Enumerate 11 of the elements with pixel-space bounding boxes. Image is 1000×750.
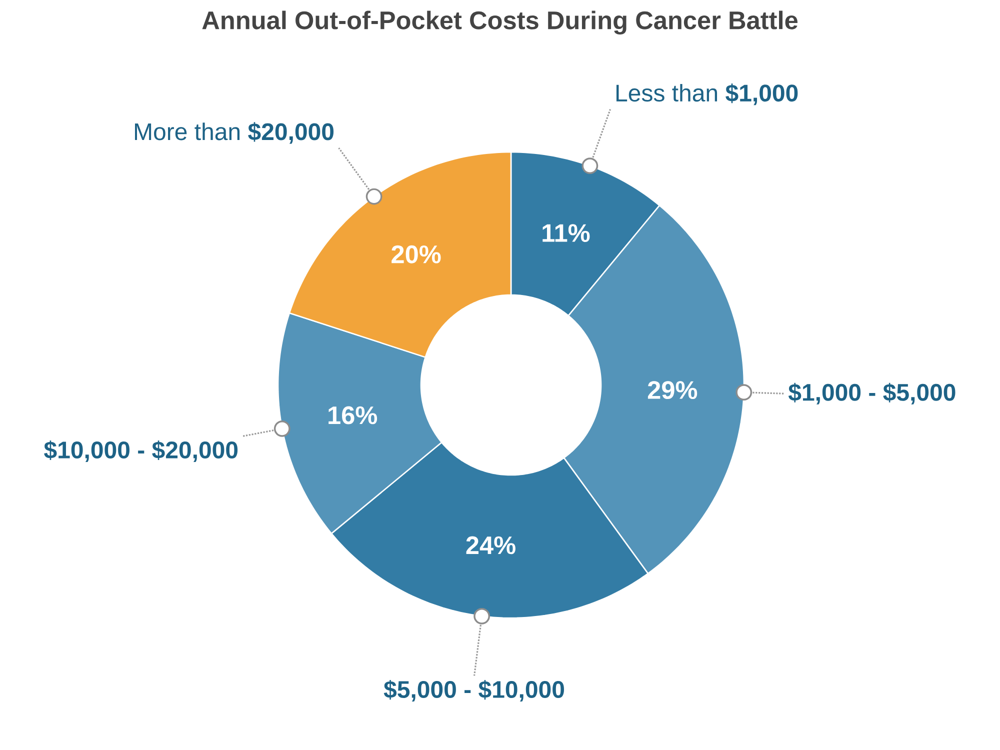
slice-label: $10,000 - $20,000 [44, 440, 238, 462]
slice-label: More than $20,000 [135, 122, 334, 144]
data-label: 16% [328, 406, 378, 424]
data-label: 24% [466, 536, 516, 554]
slice-label: $1,000 - $5,000 [788, 382, 956, 404]
chart-title: Annual Out-of-Pocket Costs During Cancer Battle [202, 10, 798, 34]
slice-label: Less than $1,000 [616, 84, 798, 106]
slice-label: $5,000 - $10,000 [384, 680, 564, 702]
data-label: 11% [542, 224, 590, 242]
data-label: 20% [392, 245, 441, 264]
data-label: 29% [648, 381, 698, 400]
